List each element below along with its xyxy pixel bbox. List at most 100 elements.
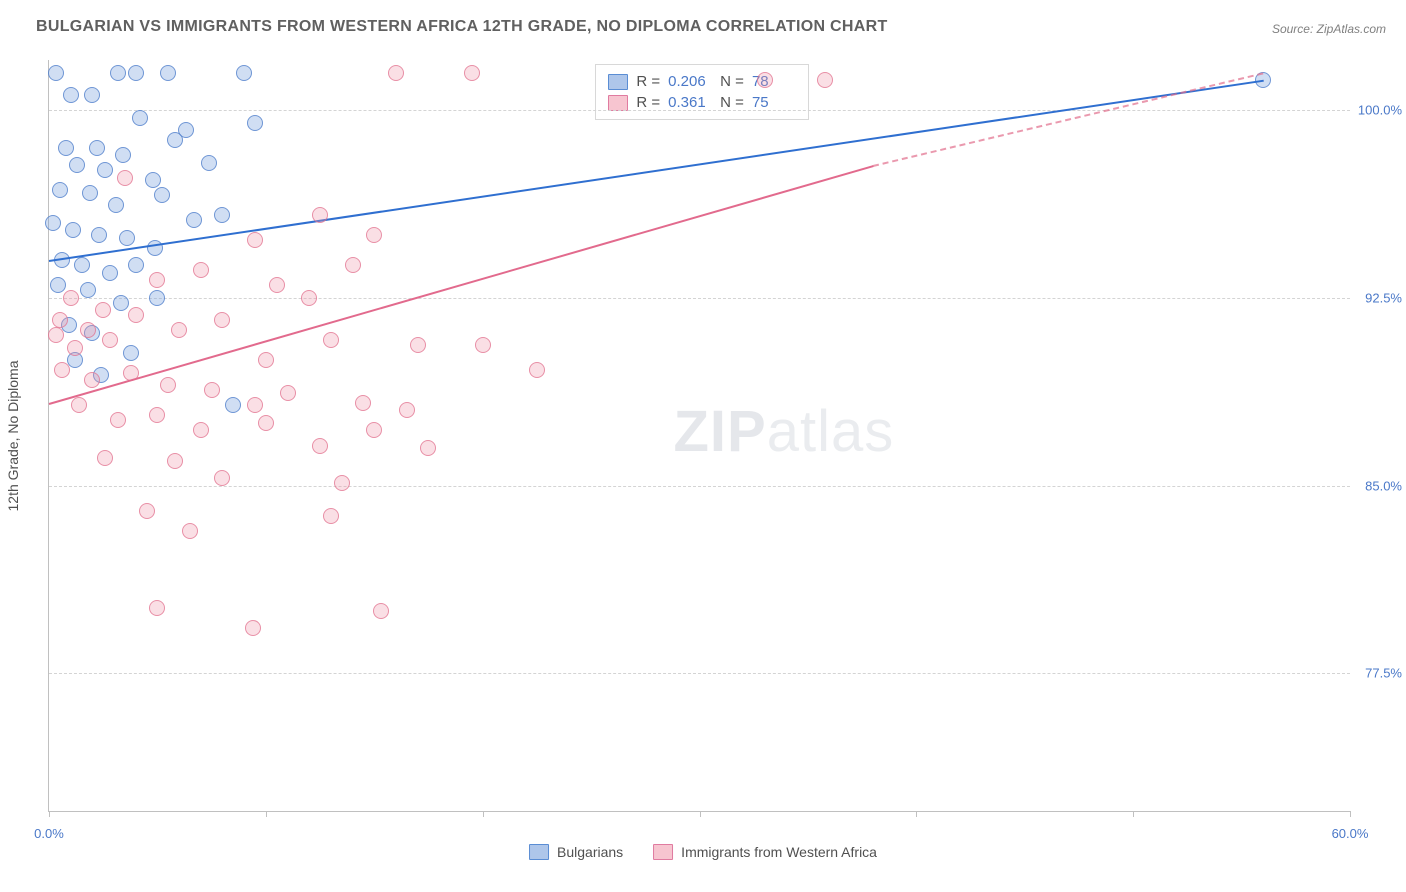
data-point	[345, 257, 361, 273]
watermark: ZIPatlas	[673, 398, 894, 465]
data-point	[258, 415, 274, 431]
data-point	[71, 397, 87, 413]
data-point	[167, 453, 183, 469]
data-point	[757, 72, 773, 88]
data-point	[245, 620, 261, 636]
data-point	[128, 257, 144, 273]
data-point	[399, 402, 415, 418]
data-point	[193, 422, 209, 438]
n-label: N =	[720, 73, 744, 90]
data-point	[149, 272, 165, 288]
data-point	[464, 65, 480, 81]
data-point	[84, 372, 100, 388]
data-point	[48, 327, 64, 343]
data-point	[110, 65, 126, 81]
data-point	[97, 450, 113, 466]
data-point	[74, 257, 90, 273]
r-value: 0.361	[668, 94, 712, 111]
data-point	[529, 362, 545, 378]
ytick-label: 92.5%	[1365, 290, 1402, 305]
data-point	[52, 182, 68, 198]
data-point	[214, 470, 230, 486]
data-point	[52, 312, 68, 328]
regression-line	[49, 165, 874, 405]
xtick	[483, 811, 484, 817]
data-point	[258, 352, 274, 368]
legend-label: Bulgarians	[557, 844, 623, 860]
data-point	[149, 407, 165, 423]
y-axis-label: 12th Grade, No Diploma	[5, 360, 21, 511]
xtick	[266, 811, 267, 817]
data-point	[171, 322, 187, 338]
data-point	[410, 337, 426, 353]
data-point	[54, 362, 70, 378]
data-point	[475, 337, 491, 353]
data-point	[91, 227, 107, 243]
data-point	[45, 215, 61, 231]
data-point	[149, 600, 165, 616]
xtick	[1133, 811, 1134, 817]
r-label: R =	[636, 94, 660, 111]
data-point	[193, 262, 209, 278]
xtick-label: 60.0%	[1332, 826, 1369, 841]
legend-label: Immigrants from Western Africa	[681, 844, 877, 860]
data-point	[247, 397, 263, 413]
data-point	[82, 185, 98, 201]
data-point	[204, 382, 220, 398]
scatter-chart: 12th Grade, No Diploma ZIPatlas R = 0.20…	[48, 60, 1350, 812]
gridline	[49, 673, 1350, 674]
data-point	[334, 475, 350, 491]
regression-line-dashed	[873, 73, 1264, 168]
data-point	[323, 508, 339, 524]
data-point	[80, 282, 96, 298]
data-point	[139, 503, 155, 519]
data-point	[63, 290, 79, 306]
data-point	[58, 140, 74, 156]
data-point	[48, 65, 64, 81]
data-point	[128, 65, 144, 81]
data-point	[147, 240, 163, 256]
data-point	[323, 332, 339, 348]
data-point	[80, 322, 96, 338]
data-point	[214, 207, 230, 223]
data-point	[247, 115, 263, 131]
chart-title: BULGARIAN VS IMMIGRANTS FROM WESTERN AFR…	[36, 18, 888, 36]
n-value: 75	[752, 94, 796, 111]
source-label: Source: ZipAtlas.com	[1272, 22, 1386, 36]
data-point	[69, 157, 85, 173]
data-point	[214, 312, 230, 328]
data-point	[312, 207, 328, 223]
series-legend: Bulgarians Immigrants from Western Afric…	[529, 844, 877, 860]
data-point	[312, 438, 328, 454]
data-point	[65, 222, 81, 238]
correlation-legend: R = 0.206 N = 78 R = 0.361 N = 75	[595, 64, 809, 120]
legend-item-pink: Immigrants from Western Africa	[653, 844, 877, 860]
data-point	[102, 265, 118, 281]
data-point	[225, 397, 241, 413]
data-point	[817, 72, 833, 88]
data-point	[50, 277, 66, 293]
data-point	[269, 277, 285, 293]
data-point	[182, 523, 198, 539]
swatch-blue-icon	[529, 844, 549, 860]
data-point	[160, 65, 176, 81]
data-point	[280, 385, 296, 401]
data-point	[102, 332, 118, 348]
data-point	[95, 302, 111, 318]
data-point	[186, 212, 202, 228]
data-point	[160, 377, 176, 393]
ytick-label: 100.0%	[1358, 103, 1402, 118]
data-point	[145, 172, 161, 188]
legend-item-blue: Bulgarians	[529, 844, 623, 860]
data-point	[67, 340, 83, 356]
data-point	[119, 230, 135, 246]
data-point	[301, 290, 317, 306]
data-point	[236, 65, 252, 81]
xtick	[1350, 811, 1351, 817]
data-point	[420, 440, 436, 456]
data-point	[167, 132, 183, 148]
swatch-pink-icon	[608, 95, 628, 111]
data-point	[128, 307, 144, 323]
data-point	[97, 162, 113, 178]
xtick-label: 0.0%	[34, 826, 64, 841]
